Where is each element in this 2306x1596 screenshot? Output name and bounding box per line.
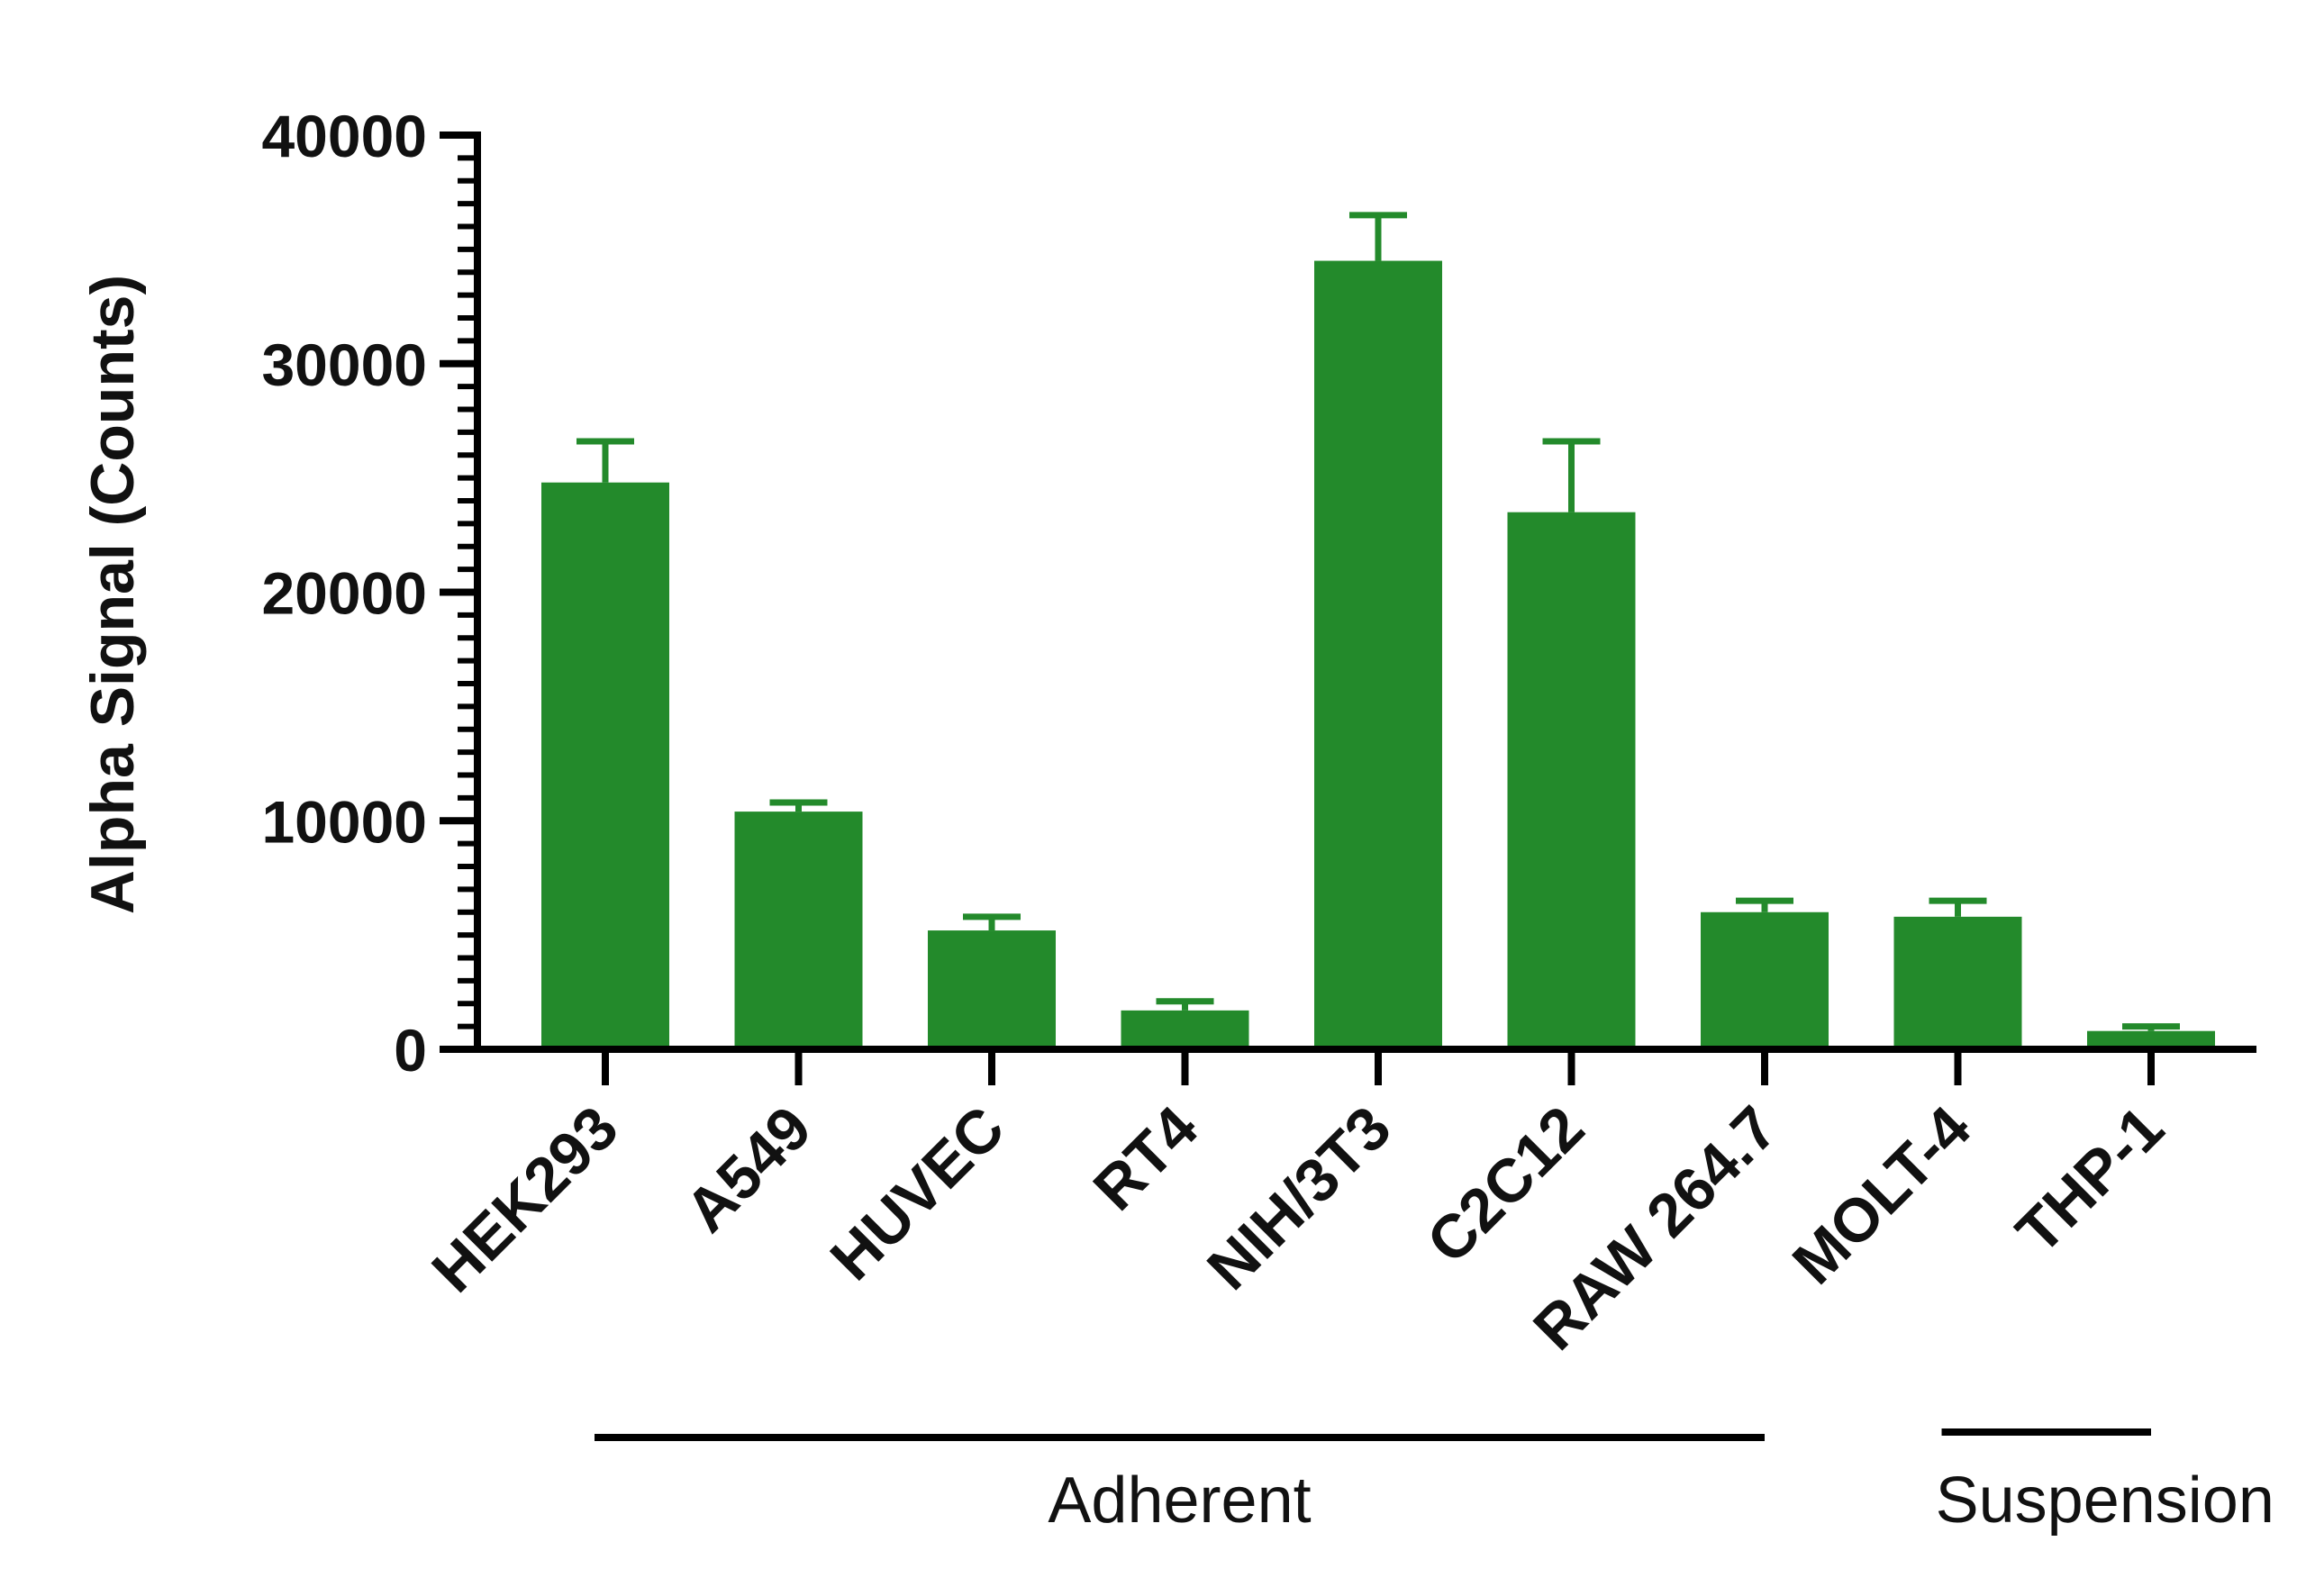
group-brackets: Adherent Suspension: [595, 1428, 2274, 1537]
x-tick-label: C2C12: [1414, 1093, 1597, 1276]
y-tick-label: 40000: [261, 103, 427, 169]
x-tick-label: MOLT-4: [1780, 1093, 1984, 1298]
bar-raw-264-7: [1701, 911, 1829, 1049]
y-tick-label: 30000: [261, 331, 427, 398]
bar-thp-1: [2087, 1030, 2215, 1049]
x-tick-label: A549: [672, 1093, 824, 1246]
bar-c2c12: [1507, 512, 1636, 1049]
bar-a549: [734, 812, 863, 1049]
x-tick-label: HEK293: [419, 1093, 631, 1305]
error-bars-layer: [576, 212, 2180, 1031]
x-tick-label: RT4: [1081, 1093, 1212, 1224]
bar-nih-3t3: [1314, 260, 1442, 1049]
bar-huvec: [928, 930, 1056, 1049]
x-tick-label: THP-1: [2003, 1093, 2177, 1267]
x-tick-label: NIH/3T3: [1194, 1093, 1404, 1303]
bars-layer: [541, 260, 2215, 1049]
bar-rt4: [1121, 1010, 1249, 1049]
axes-layer: [440, 131, 2256, 1085]
group-label-adherent: Adherent: [1048, 1465, 1311, 1537]
x-tick-label: HUVEC: [818, 1093, 1018, 1293]
y-tick-label: 10000: [261, 788, 427, 855]
y-axis-title: Alpha Signal (Counts): [78, 275, 147, 914]
bar-hek293: [541, 482, 669, 1049]
y-tick-label: 0: [394, 1017, 427, 1084]
y-tick-labels: 0 10000 20000 30000 40000: [261, 103, 427, 1084]
group-label-suspension: Suspension: [1936, 1465, 2274, 1537]
bar-molt-4: [1893, 916, 2022, 1049]
y-tick-label: 20000: [261, 560, 427, 627]
